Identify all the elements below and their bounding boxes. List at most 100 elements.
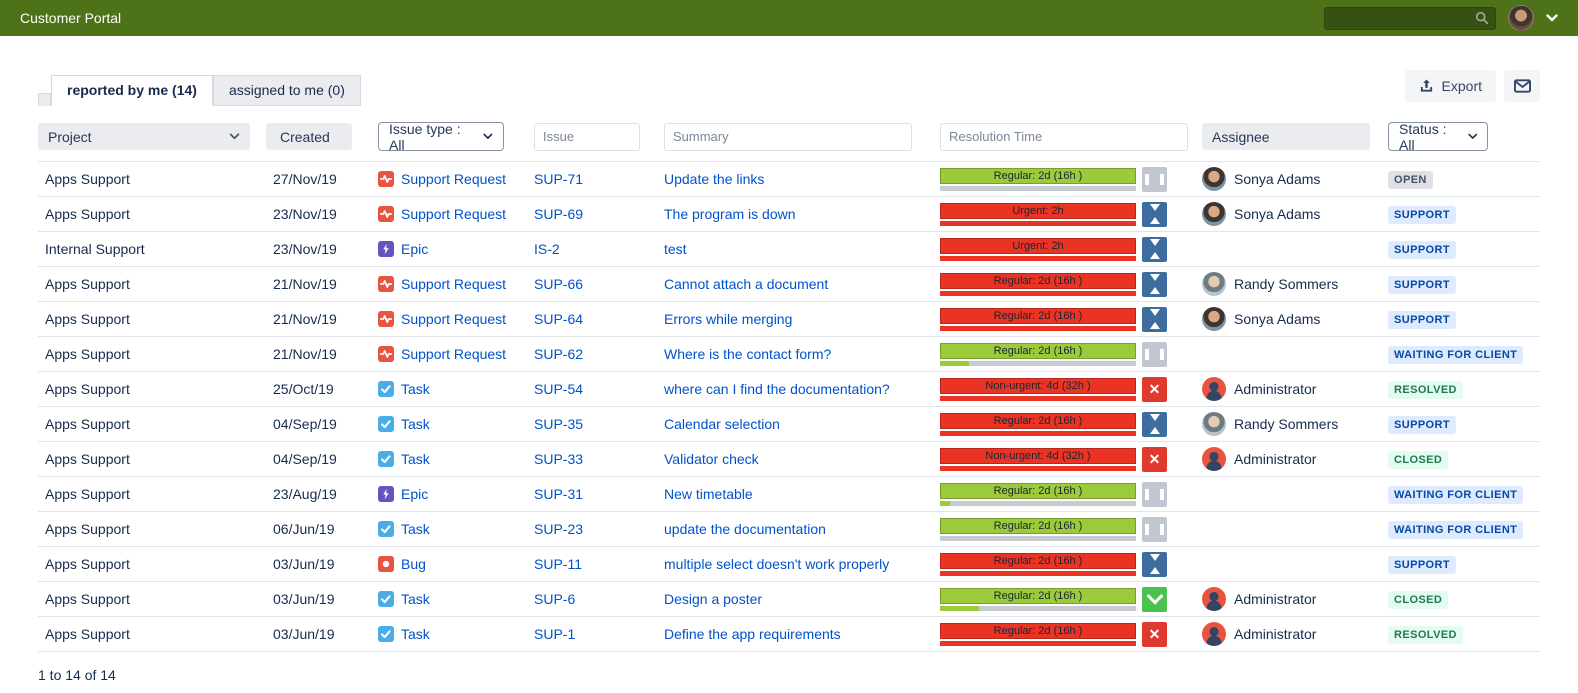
issue-type-link[interactable]: Task bbox=[401, 381, 430, 397]
sla-label: Regular: 2d (16h ) bbox=[993, 519, 1083, 532]
issue-key-link[interactable]: SUP-64 bbox=[534, 311, 584, 327]
issue-summary-link[interactable]: Where is the contact form? bbox=[664, 346, 832, 362]
mail-button[interactable] bbox=[1504, 70, 1540, 102]
assignee-name: Randy Sommers bbox=[1234, 276, 1339, 292]
issue-summary-link[interactable]: update the documentation bbox=[664, 521, 826, 537]
issue-type-link[interactable]: Bug bbox=[401, 556, 426, 572]
sla-hourglass-icon bbox=[1142, 551, 1167, 577]
assignee-avatar bbox=[1202, 202, 1226, 226]
search-input[interactable] bbox=[1325, 11, 1495, 25]
chevron-down-icon bbox=[483, 133, 493, 139]
app-title: Customer Portal bbox=[20, 10, 122, 26]
issue-type-link[interactable]: Task bbox=[401, 591, 430, 607]
sla-progress-track bbox=[940, 535, 1136, 541]
issue-key-link[interactable]: SUP-6 bbox=[534, 591, 576, 607]
status-badge: SUPPORT bbox=[1388, 205, 1456, 224]
sla-progress-track bbox=[940, 500, 1136, 506]
issue-key-link[interactable]: SUP-62 bbox=[534, 346, 584, 362]
project-filter-select[interactable]: Project bbox=[38, 123, 250, 150]
sla-pause-icon bbox=[1142, 166, 1167, 192]
support-request-icon bbox=[378, 311, 394, 327]
assignee-avatar bbox=[1202, 622, 1226, 646]
sla-progress-fill bbox=[940, 430, 1136, 436]
sla-progress-fill bbox=[940, 570, 1136, 576]
table-actions: Export bbox=[1404, 70, 1540, 102]
resolution-time-cell: Regular: 2d (16h ) bbox=[940, 166, 1202, 192]
issue-key-link[interactable]: SUP-1 bbox=[534, 626, 576, 642]
assignee-avatar bbox=[1202, 587, 1226, 611]
issue-key-link[interactable]: SUP-31 bbox=[534, 486, 584, 502]
table-row: Apps Support 21/Nov/19 Support Request S… bbox=[38, 336, 1540, 371]
sla-bar: Regular: 2d (16h ) bbox=[940, 622, 1136, 639]
issue-summary-link[interactable]: Calendar selection bbox=[664, 416, 780, 432]
assignee-cell: Randy Sommers bbox=[1202, 272, 1388, 296]
support-request-icon bbox=[378, 276, 394, 292]
issue-summary-link[interactable]: multiple select doesn't work properly bbox=[664, 556, 890, 572]
assignee-cell: Administrator bbox=[1202, 447, 1388, 471]
issue-filter-input[interactable] bbox=[534, 122, 640, 151]
resolution-time-filter-input[interactable] bbox=[940, 122, 1188, 151]
support-request-icon bbox=[378, 171, 394, 187]
issue-type-link[interactable]: Support Request bbox=[401, 276, 507, 292]
issue-summary-link[interactable]: Design a poster bbox=[664, 591, 763, 607]
issue-type-link[interactable]: Support Request bbox=[401, 346, 507, 362]
issue-key-link[interactable]: SUP-66 bbox=[534, 276, 584, 292]
created-cell: 03/Jun/19 bbox=[273, 591, 335, 607]
user-avatar[interactable] bbox=[1508, 5, 1534, 31]
issue-summary-link[interactable]: Define the app requirements bbox=[664, 626, 841, 642]
issue-key-link[interactable]: SUP-35 bbox=[534, 416, 584, 432]
issue-key-link[interactable]: SUP-54 bbox=[534, 381, 584, 397]
issue-summary-link[interactable]: test bbox=[664, 241, 687, 257]
assignee-avatar bbox=[1202, 447, 1226, 471]
created-column-header[interactable]: Created bbox=[266, 123, 352, 150]
status-badge: WAITING FOR CLIENT bbox=[1388, 520, 1524, 539]
issue-type-link[interactable]: Task bbox=[401, 521, 430, 537]
issue-key-link[interactable]: SUP-23 bbox=[534, 521, 584, 537]
sla-progress-track bbox=[940, 360, 1136, 366]
support-request-icon bbox=[378, 206, 394, 222]
issue-key-link[interactable]: SUP-71 bbox=[534, 171, 584, 187]
summary-filter-input[interactable] bbox=[664, 122, 912, 151]
assignee-cell: Randy Sommers bbox=[1202, 412, 1388, 436]
issue-type-link[interactable]: Epic bbox=[401, 486, 429, 502]
user-menu-button[interactable] bbox=[1546, 14, 1558, 22]
resolution-time-cell: Regular: 2d (16h ) bbox=[940, 306, 1202, 332]
issue-summary-link[interactable]: Errors while merging bbox=[664, 311, 793, 327]
status-filter-select[interactable]: Status : All bbox=[1388, 121, 1488, 153]
issue-summary-link[interactable]: Cannot attach a document bbox=[664, 276, 829, 292]
tab-assigned-to-me[interactable]: assigned to me (0) bbox=[212, 75, 361, 106]
export-button[interactable]: Export bbox=[1404, 70, 1496, 102]
issue-type-link[interactable]: Task bbox=[401, 626, 430, 642]
issue-key-link[interactable]: SUP-11 bbox=[534, 556, 582, 572]
resolution-time-cell: Urgent: 2h bbox=[940, 201, 1202, 227]
issue-summary-link[interactable]: The program is down bbox=[664, 206, 796, 222]
sla-label: Regular: 2d (16h ) bbox=[993, 624, 1083, 637]
table-row: Apps Support 06/Jun/19 Task SUP-23 updat… bbox=[38, 511, 1540, 546]
issue-summary-link[interactable]: Validator check bbox=[664, 451, 759, 467]
issue-type-filter-select[interactable]: Issue type : All bbox=[378, 121, 504, 153]
issue-type-link[interactable]: Task bbox=[401, 416, 430, 432]
issue-type-link[interactable]: Task bbox=[401, 451, 430, 467]
created-cell: 03/Jun/19 bbox=[273, 556, 335, 572]
project-cell: Apps Support bbox=[45, 416, 130, 432]
issue-summary-link[interactable]: New timetable bbox=[664, 486, 753, 502]
issue-key-link[interactable]: SUP-69 bbox=[534, 206, 584, 222]
assignee-column-header[interactable]: Assignee bbox=[1202, 123, 1370, 150]
issue-type-link[interactable]: Support Request bbox=[401, 171, 507, 187]
issue-key-link[interactable]: IS-2 bbox=[534, 241, 560, 257]
global-search[interactable] bbox=[1324, 6, 1496, 30]
issue-summary-link[interactable]: Update the links bbox=[664, 171, 765, 187]
sla-progress-track bbox=[940, 290, 1136, 296]
tab-reported-by-me[interactable]: reported by me (14) bbox=[51, 75, 213, 106]
issue-summary-link[interactable]: where can I find the documentation? bbox=[664, 381, 890, 397]
created-cell: 23/Nov/19 bbox=[273, 241, 337, 257]
issue-type-link[interactable]: Support Request bbox=[401, 206, 507, 222]
sla-progress-fill bbox=[940, 255, 1136, 261]
bug-icon bbox=[378, 556, 394, 572]
sla-label: Regular: 2d (16h ) bbox=[993, 589, 1083, 602]
issue-type-link[interactable]: Epic bbox=[401, 241, 429, 257]
sla-progress-track bbox=[940, 395, 1136, 401]
issue-type-link[interactable]: Support Request bbox=[401, 311, 507, 327]
chevron-down-icon bbox=[229, 133, 240, 140]
issue-key-link[interactable]: SUP-33 bbox=[534, 451, 584, 467]
